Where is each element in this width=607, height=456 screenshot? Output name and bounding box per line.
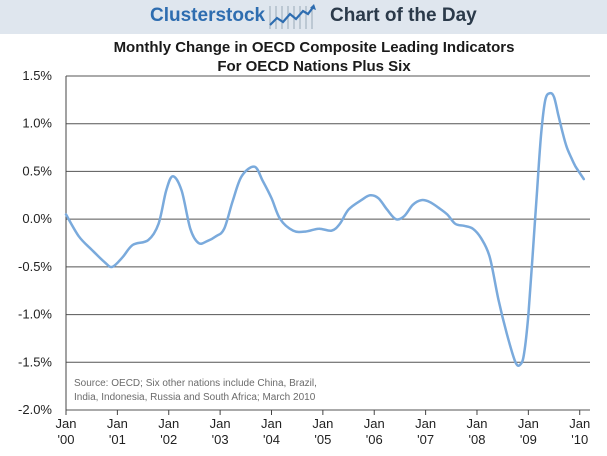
series <box>64 91 586 367</box>
x-tick-label-month: Jan <box>261 416 282 431</box>
y-axis: 1.5% 1.0% 0.5% 0.0% -0.5% -1.0% -1.5% -2.0% <box>18 68 67 417</box>
chart-of-the-day-label: Chart of the Day <box>330 5 477 26</box>
x-tick-label-year: '08 <box>469 432 486 447</box>
x-tick-label-month: Jan <box>158 416 179 431</box>
chart-title-line-2: For OECD Nations Plus Six <box>217 58 411 75</box>
x-tick-label-month: Jan <box>518 416 539 431</box>
y-tick-label: 1.0% <box>22 116 52 131</box>
x-tick-label-year: '03 <box>212 432 229 447</box>
x-tick-label-year: '02 <box>160 432 177 447</box>
x-tick-label-year: '09 <box>520 432 537 447</box>
x-tick-label-month: Jan <box>569 416 590 431</box>
header-banner: Clusterstock Chart of the Day <box>0 0 607 34</box>
y-tick-label: 0.0% <box>22 211 52 226</box>
x-tick-label-month: Jan <box>312 416 333 431</box>
x-tick-label-year: '07 <box>417 432 434 447</box>
line-chart: Monthly Change in OECD Composite Leading… <box>18 39 590 447</box>
y-tick-label: -1.0% <box>18 307 52 322</box>
x-tick-label-year: '01 <box>109 432 126 447</box>
gridlines <box>66 75 590 411</box>
x-tick-label-month: Jan <box>107 416 128 431</box>
source-note-line-1: Source: OECD; Six other nations include … <box>74 378 317 389</box>
y-tick-label: 0.5% <box>22 163 52 178</box>
x-axis: Jan'00Jan'01Jan'02Jan'03Jan'04Jan'05Jan'… <box>56 410 590 447</box>
x-tick-label-year: '06 <box>366 432 383 447</box>
x-tick-label-month: Jan <box>364 416 385 431</box>
x-tick-label-year: '04 <box>263 432 280 447</box>
brand-name[interactable]: Clusterstock <box>150 5 266 26</box>
x-tick-label-month: Jan <box>210 416 231 431</box>
x-tick-label-month: Jan <box>415 416 436 431</box>
x-tick-label-month: Jan <box>466 416 487 431</box>
rising-line-chart-icon <box>269 4 316 29</box>
source-note-line-2: India, Indonesia, Russia and South Afric… <box>74 392 316 403</box>
y-tick-label: -2.0% <box>18 402 52 417</box>
x-tick-label-year: '00 <box>58 432 75 447</box>
y-tick-label: -1.5% <box>18 354 52 369</box>
x-tick-label-year: '05 <box>314 432 331 447</box>
y-tick-label: 1.5% <box>22 68 52 83</box>
series-line-0 <box>64 91 586 367</box>
x-tick-label-month: Jan <box>56 416 77 431</box>
chart-title-line-1: Monthly Change in OECD Composite Leading… <box>114 39 515 56</box>
y-tick-label: -0.5% <box>18 259 52 274</box>
x-tick-label-year: '10 <box>571 432 588 447</box>
